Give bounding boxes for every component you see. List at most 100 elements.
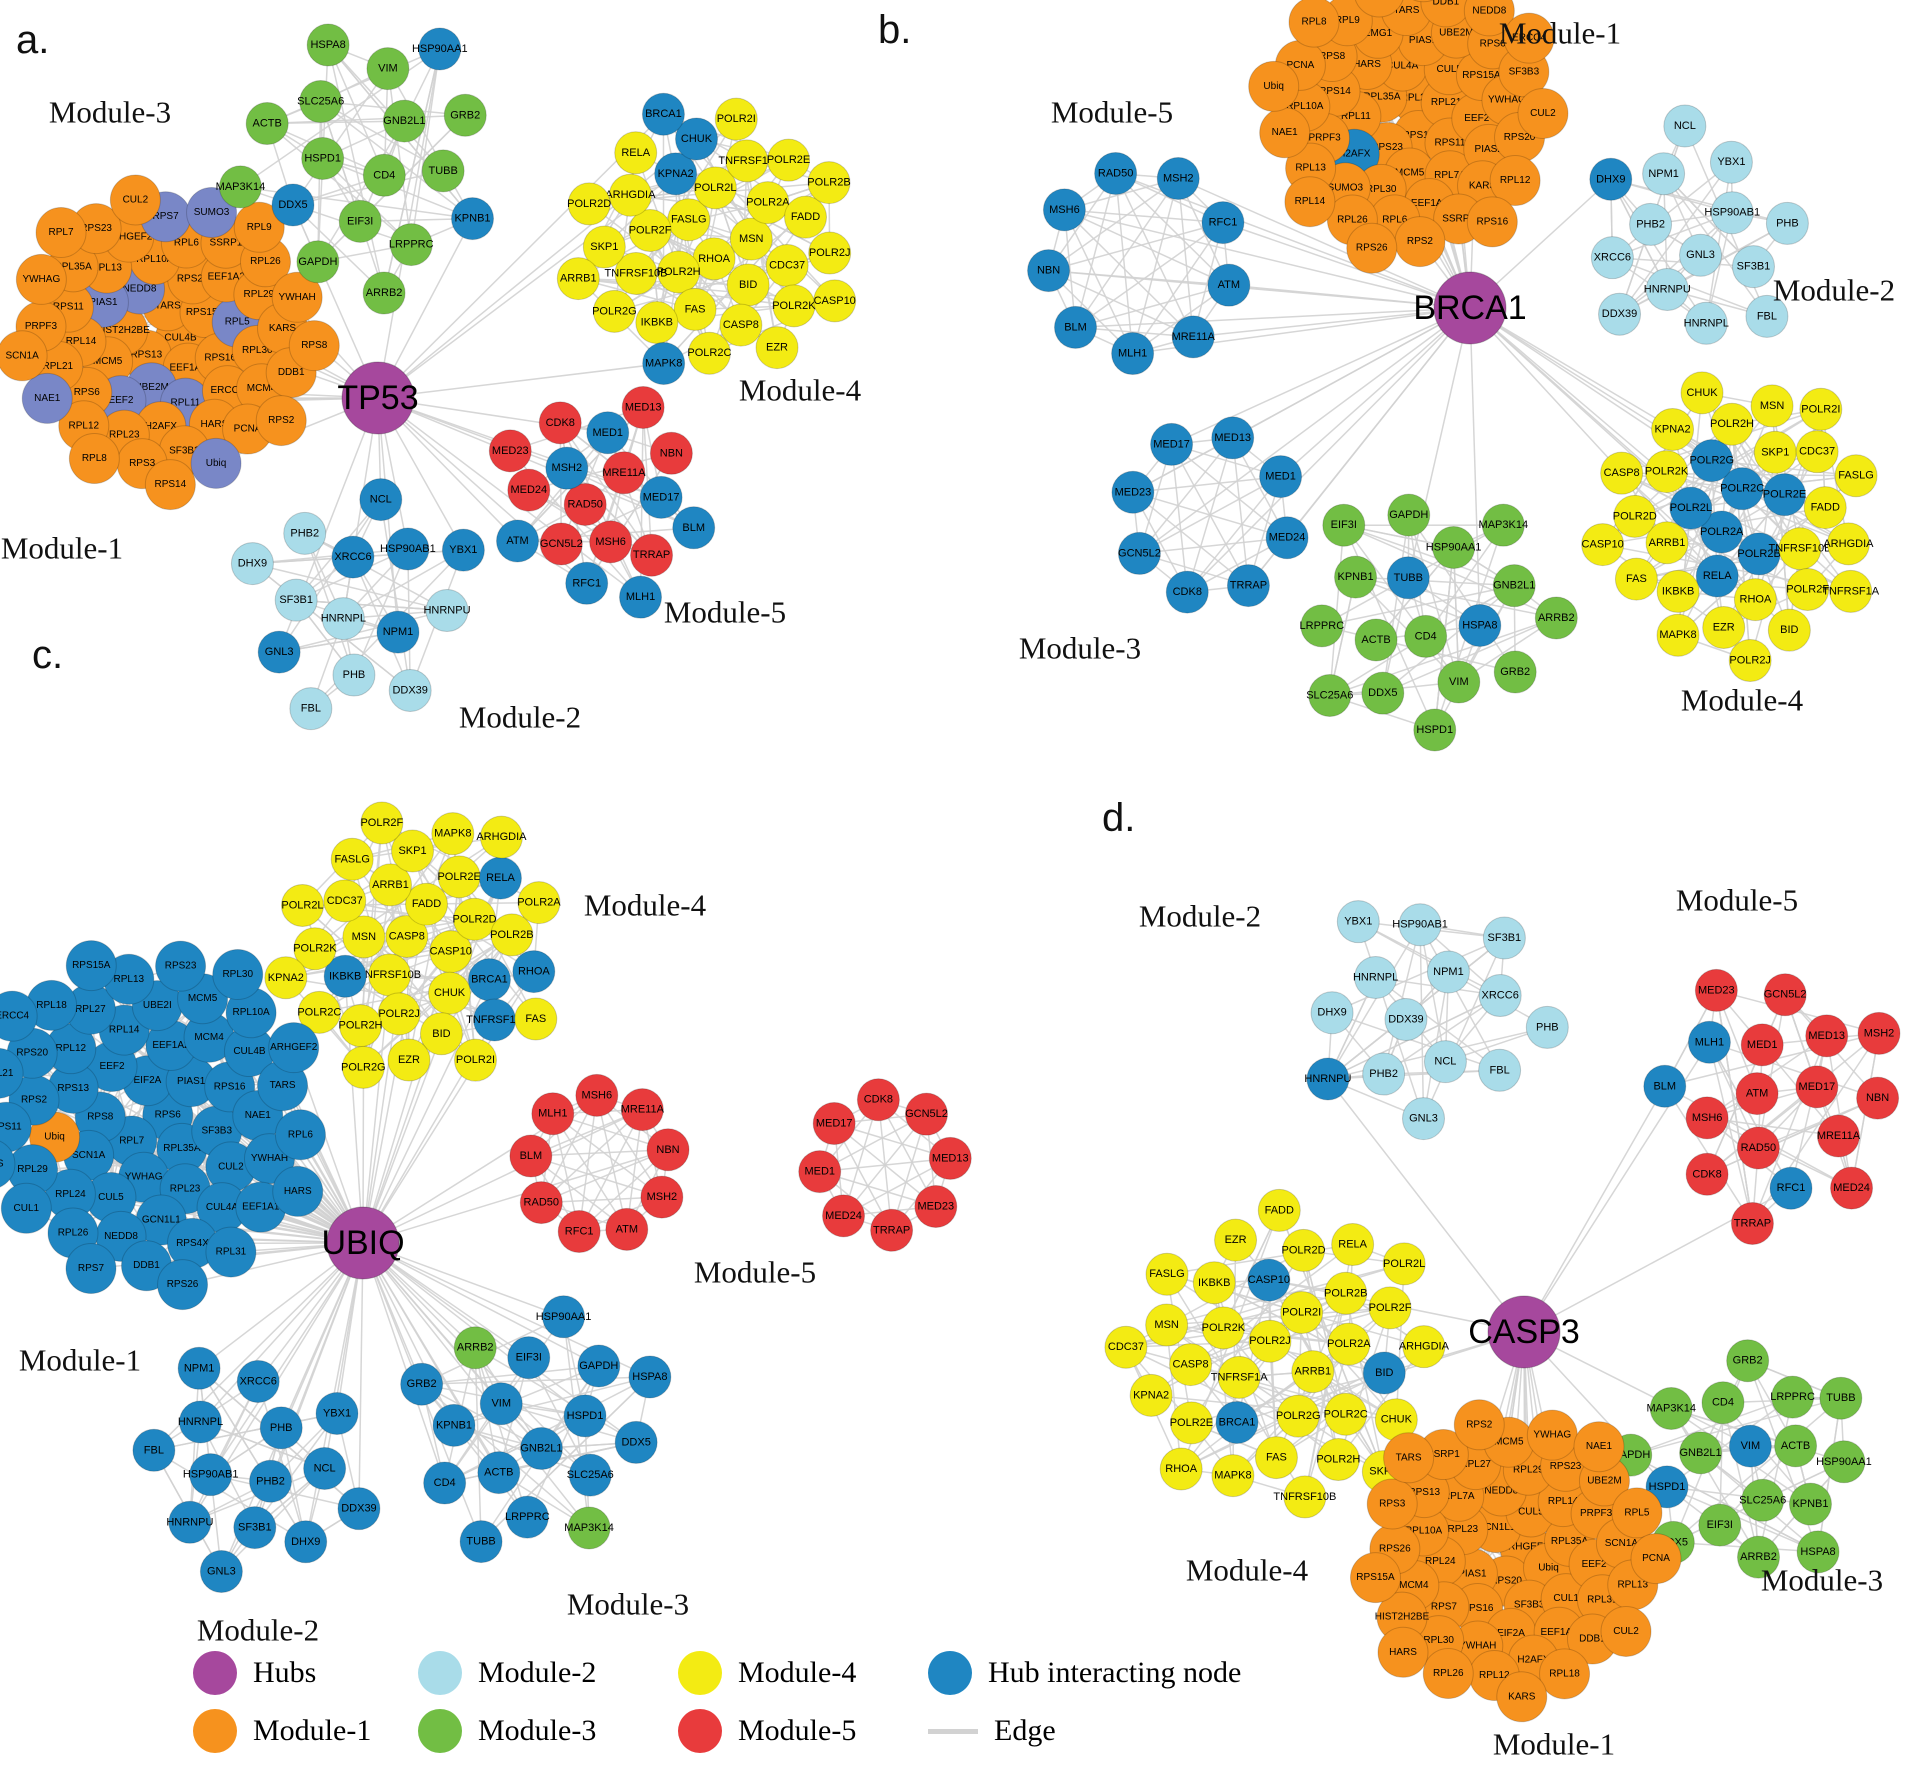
node-label: FADD xyxy=(1811,502,1840,514)
node-label: MCM5 xyxy=(1494,1437,1524,1448)
node-label: RPS3 xyxy=(129,458,156,469)
node-CD4 xyxy=(362,153,406,197)
edge xyxy=(189,1368,200,1523)
node-label: ARHGDIA xyxy=(605,189,656,201)
hub-node-UBIQ xyxy=(326,1206,400,1280)
node-label: CASP8 xyxy=(1604,467,1640,479)
edge xyxy=(1048,177,1179,272)
node-CD4 xyxy=(1404,614,1448,658)
node-BLM xyxy=(672,506,716,550)
node-RHOA xyxy=(1159,1447,1203,1491)
node-DDX5 xyxy=(614,1420,658,1464)
node-TUBB xyxy=(1819,1376,1863,1420)
edge xyxy=(1048,269,1194,338)
node-MED17 xyxy=(1795,1065,1839,1109)
hub-edge xyxy=(1048,269,1471,309)
node-label: RPL26 xyxy=(1433,1668,1464,1679)
node-DDX39 xyxy=(1598,292,1642,336)
node-HSPA8 xyxy=(1796,1530,1840,1574)
edge xyxy=(1375,976,1501,1071)
node-MSH2 xyxy=(545,446,589,490)
node-label: GNL3 xyxy=(207,1566,236,1578)
node-label: BLM xyxy=(520,1150,543,1162)
hub-edge xyxy=(362,1242,590,1529)
node-label: GRB2 xyxy=(1500,666,1530,678)
node-PHB2 xyxy=(1629,202,1673,246)
node-label: ATM xyxy=(616,1223,638,1235)
node-MSN xyxy=(342,915,386,959)
node-NPM1 xyxy=(177,1346,221,1390)
node-RPL18 xyxy=(1539,1648,1591,1700)
hub-edge xyxy=(1327,1078,1525,1333)
node-RPL12 xyxy=(1489,155,1541,207)
node-label: Ubiq xyxy=(1263,81,1284,92)
node-MSH2 xyxy=(1156,157,1200,201)
node-label: RPS23 xyxy=(1550,1461,1582,1472)
node-label: CUL5 xyxy=(1518,1506,1544,1517)
node-label: RPS23 xyxy=(165,961,197,972)
edge xyxy=(1757,1396,1794,1558)
node-label: ACTB xyxy=(253,118,282,130)
node-CHUK xyxy=(1680,371,1724,415)
node-label: TARS xyxy=(1393,5,1419,16)
node-label: RPS23 xyxy=(80,223,112,234)
node-label: SLC25A6 xyxy=(1306,689,1353,701)
node-MSN xyxy=(729,217,773,261)
hub-edge xyxy=(1280,307,1471,478)
edge xyxy=(1666,222,1788,291)
node-ATM xyxy=(1735,1072,1779,1116)
node-label: ERCC4 xyxy=(210,385,244,396)
edge xyxy=(1671,1407,1796,1447)
node-GRB2 xyxy=(1493,650,1537,694)
node-MCM4 xyxy=(1412,0,1434,3)
node-label: CUL2 xyxy=(1530,108,1556,119)
node-MED24 xyxy=(1265,516,1309,560)
node-RPS15A xyxy=(65,940,117,992)
edge xyxy=(1705,162,1733,324)
node-label: RPL12 xyxy=(56,1043,87,1054)
node-label: KARS xyxy=(269,323,297,334)
node-label: SSRP1 xyxy=(1427,1449,1460,1460)
node-VIM xyxy=(1437,660,1481,704)
edge xyxy=(1706,1117,1852,1189)
node-label: EEF2 xyxy=(1464,113,1489,124)
node-ARRB1 xyxy=(1291,1350,1335,1394)
node-label: BRCA1 xyxy=(471,974,508,986)
hub-label: UBIQ xyxy=(321,1224,404,1262)
node-label: HSP90AA1 xyxy=(412,43,468,55)
module-5-swatch xyxy=(678,1709,722,1753)
node-label: Ubiq xyxy=(44,1132,65,1143)
node-label: POLR2C xyxy=(1324,1408,1368,1420)
edge xyxy=(387,68,474,220)
node-label: ERCC4 xyxy=(0,1011,30,1022)
node-FAS xyxy=(514,997,558,1041)
node-label: RPS11 xyxy=(53,302,84,313)
node-KARS xyxy=(0,1140,16,1188)
node-label: RPL23 xyxy=(1448,1524,1479,1535)
node-label: MSH2 xyxy=(1163,173,1194,185)
node-label: SCN1A xyxy=(72,1150,106,1161)
node-MRE11A xyxy=(620,1088,664,1132)
node-label: YBX1 xyxy=(323,1408,351,1420)
node-CUL2 xyxy=(109,174,161,226)
node-NAE1 xyxy=(21,372,73,424)
node-label: NBN xyxy=(656,1144,679,1156)
node-label: RAD50 xyxy=(567,498,602,510)
module-3-swatch xyxy=(418,1709,462,1753)
node-BID xyxy=(419,1012,463,1056)
node-label: RAD50 xyxy=(1098,167,1133,179)
node-MLH1 xyxy=(1111,332,1155,376)
node-label: EIF3I xyxy=(1331,519,1357,531)
node-label: RPS6 xyxy=(74,387,101,398)
node-label: RPL5 xyxy=(225,317,250,328)
node-label: CDK8 xyxy=(546,417,575,429)
edge xyxy=(1612,212,1733,259)
node-label: SLC25A6 xyxy=(567,1469,614,1481)
node-label: HARS xyxy=(201,419,229,430)
node-label: DDB1 xyxy=(1433,0,1460,7)
node-SF3B1 xyxy=(274,578,318,622)
node-RPS14 xyxy=(144,459,196,511)
node-YBX1 xyxy=(315,1392,359,1436)
legend-label-module-3: Module-3 xyxy=(478,1714,597,1747)
node-YWHAH xyxy=(271,271,323,323)
